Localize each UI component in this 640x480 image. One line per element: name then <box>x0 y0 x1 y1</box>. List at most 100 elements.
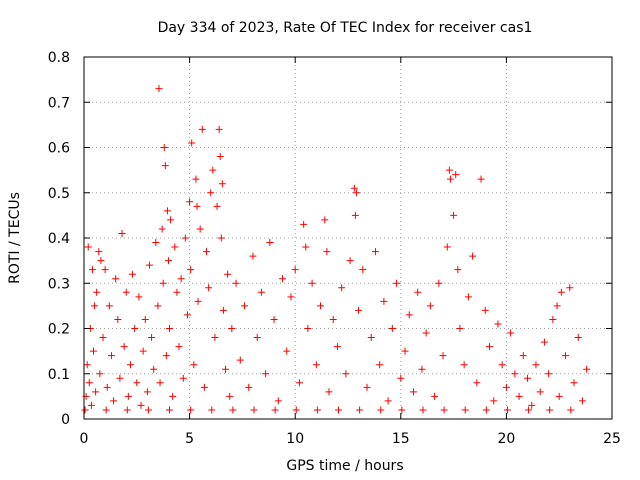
data-point <box>200 383 208 391</box>
data-point <box>397 374 405 382</box>
data-point <box>308 279 316 287</box>
data-point <box>414 288 422 296</box>
data-point <box>553 302 561 310</box>
data-point <box>291 266 299 274</box>
data-point <box>334 406 342 414</box>
data-point <box>144 406 152 414</box>
data-point <box>359 266 367 274</box>
data-point <box>469 252 477 260</box>
data-point <box>464 293 472 301</box>
data-point <box>133 379 141 387</box>
data-point <box>274 397 282 405</box>
data-point <box>503 406 511 414</box>
data-point <box>213 202 221 210</box>
data-point <box>241 302 249 310</box>
data-point <box>167 216 175 224</box>
data-point <box>355 306 363 314</box>
data-point <box>190 361 198 369</box>
data-point <box>92 388 100 396</box>
data-point <box>351 211 359 219</box>
data-point <box>188 139 196 147</box>
data-point <box>562 352 570 360</box>
data-point <box>511 370 519 378</box>
data-point <box>162 352 170 360</box>
data-point <box>393 279 401 287</box>
data-point <box>228 325 236 332</box>
data-point <box>160 144 168 151</box>
data-point <box>152 239 160 247</box>
y-tick-label: 0.8 <box>48 50 70 66</box>
data-point <box>431 392 439 400</box>
data-point <box>380 297 388 305</box>
x-tick-label: 0 <box>80 431 89 447</box>
data-point <box>216 153 224 161</box>
data-point <box>101 266 109 274</box>
data-point <box>83 361 91 369</box>
data-point <box>173 288 181 296</box>
data-point <box>271 406 279 414</box>
data-point <box>313 406 321 414</box>
data-point <box>154 302 162 310</box>
data-point <box>159 279 167 287</box>
data-point <box>540 338 548 346</box>
data-point <box>148 334 156 342</box>
data-point <box>405 311 413 319</box>
data-point <box>418 365 426 373</box>
data-point <box>209 166 217 174</box>
data-point <box>481 306 489 314</box>
data-point <box>549 315 557 323</box>
data-point <box>222 365 230 373</box>
data-point <box>498 361 506 369</box>
data-point <box>426 302 434 310</box>
data-point <box>215 125 223 133</box>
data-point <box>250 406 258 414</box>
data-point <box>164 257 172 265</box>
data-point <box>536 388 544 396</box>
y-axis-label: ROTI / TECUs <box>7 192 23 284</box>
data-point <box>295 379 303 387</box>
data-point <box>266 239 274 247</box>
data-point <box>555 392 563 400</box>
data-point <box>422 329 430 337</box>
data-point <box>166 406 174 414</box>
data-point <box>236 356 244 364</box>
data-point <box>124 392 132 400</box>
data-points <box>81 85 591 414</box>
data-point <box>194 297 202 305</box>
data-point <box>490 397 498 405</box>
data-point <box>87 401 95 409</box>
data-point <box>321 216 329 224</box>
data-point <box>116 374 124 382</box>
data-point <box>323 248 331 256</box>
data-point <box>450 211 458 219</box>
data-point <box>249 252 257 260</box>
data-point <box>155 85 163 93</box>
data-point <box>207 189 215 197</box>
data-point <box>95 248 103 256</box>
data-point <box>350 184 358 192</box>
data-point <box>166 325 174 332</box>
data-point <box>181 234 189 242</box>
data-point <box>179 374 187 382</box>
data-point <box>229 406 237 414</box>
data-point <box>388 325 396 332</box>
y-tick-label: 0.4 <box>48 231 70 247</box>
data-point <box>112 275 120 283</box>
data-point <box>218 180 226 188</box>
x-tick-labels: 0 5 10 15 20 25 <box>80 431 621 447</box>
data-point <box>494 320 502 328</box>
data-point <box>91 302 99 310</box>
data-point <box>88 266 96 274</box>
data-point <box>129 270 137 278</box>
data-point <box>120 343 128 351</box>
data-point <box>141 315 149 323</box>
data-point <box>211 334 219 342</box>
data-point <box>99 334 107 342</box>
data-point <box>356 406 364 414</box>
data-point <box>342 370 350 378</box>
data-point <box>122 288 130 296</box>
data-point <box>193 202 201 210</box>
y-tick-label: 0 <box>61 412 70 428</box>
data-point <box>245 383 253 391</box>
